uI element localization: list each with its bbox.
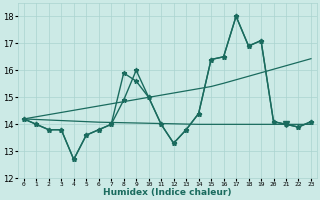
X-axis label: Humidex (Indice chaleur): Humidex (Indice chaleur) <box>103 188 232 197</box>
